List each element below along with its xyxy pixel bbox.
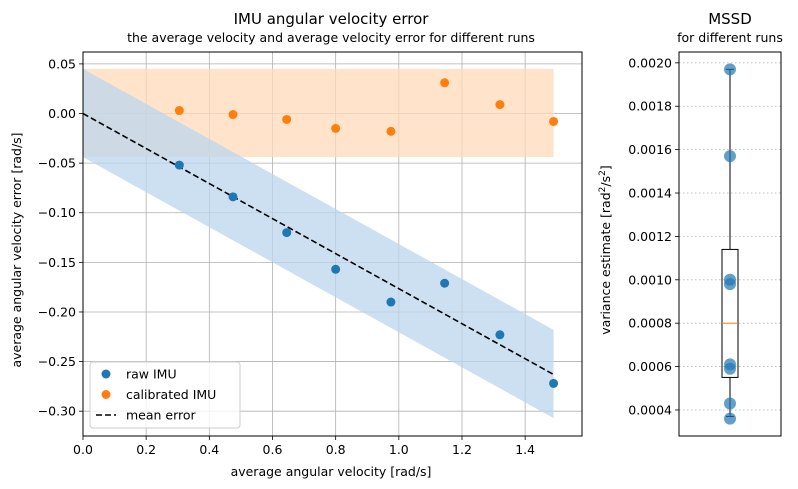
x-tick-label: 1.4 bbox=[515, 442, 535, 457]
scatter-points bbox=[174, 78, 559, 388]
x-tick-label: 0.4 bbox=[199, 442, 219, 457]
raw-imu-point bbox=[174, 160, 184, 170]
x-tick-label: 0.2 bbox=[136, 442, 156, 457]
left-plot-frame bbox=[82, 51, 583, 437]
right-y-tick-label: 0.0014 bbox=[628, 186, 672, 201]
left-x-ticks: 0.0 0.2 0.4 0.6 0.8 1.0 1.2 1.4 bbox=[73, 436, 535, 457]
left-x-axis-label: average angular velocity [rad/s] bbox=[231, 464, 432, 479]
y-tick-label: −0.10 bbox=[38, 205, 76, 220]
variance-points bbox=[724, 63, 736, 425]
left-chart-title: IMU angular velocity error bbox=[234, 10, 430, 28]
right-grid bbox=[679, 62, 781, 411]
right-y-tick-label: 0.0004 bbox=[628, 402, 672, 417]
calibrated-imu-point bbox=[174, 106, 184, 116]
right-y-tick-label: 0.0006 bbox=[628, 359, 672, 374]
legend-label: mean error bbox=[126, 408, 197, 423]
raw-imu-point bbox=[440, 278, 450, 288]
calibrated-imu-point bbox=[228, 110, 238, 120]
left-chart-subtitle: the average velocity and average velocit… bbox=[127, 30, 535, 45]
legend-label: calibrated IMU bbox=[126, 387, 216, 402]
left-y-ticks: 0.05 0.00 −0.05 −0.10 −0.15 −0.20 −0.25 −0.30 bbox=[38, 56, 83, 419]
x-tick-label: 0.8 bbox=[326, 442, 346, 457]
x-tick-label: 1.0 bbox=[389, 442, 409, 457]
right-y-ticks: 0.0020 0.0018 0.0016 0.0014 0.0012 0.0010 0.00… bbox=[628, 55, 679, 417]
variance-point bbox=[724, 150, 736, 163]
right-y-tick-label: 0.0010 bbox=[628, 272, 672, 287]
right-y-label-sup2: 2 bbox=[598, 170, 608, 176]
raw-imu-point bbox=[549, 378, 559, 388]
raw-imu-point bbox=[495, 330, 505, 340]
legend-label: raw IMU bbox=[126, 367, 177, 382]
right-y-tick-label: 0.0018 bbox=[628, 99, 672, 114]
variance-point bbox=[724, 278, 736, 291]
y-tick-label: −0.15 bbox=[38, 255, 76, 270]
x-tick-label: 0.0 bbox=[73, 442, 93, 457]
right-y-axis-label: variance estimate [rad2/s2] bbox=[598, 165, 613, 334]
right-y-label-end: ] bbox=[598, 165, 613, 170]
raw-imu-point bbox=[228, 192, 238, 202]
calibrated-imu-point bbox=[282, 114, 292, 124]
variance-point bbox=[724, 63, 736, 76]
variance-point bbox=[724, 397, 736, 410]
legend-point-marker bbox=[101, 369, 111, 379]
variance-point bbox=[724, 412, 736, 425]
mssd-chart: MSSD for different runs 0.00200.00180.00… bbox=[598, 10, 783, 437]
y-tick-label: −0.30 bbox=[38, 404, 76, 419]
raw-error-band bbox=[83, 68, 554, 419]
y-tick-label: 0.00 bbox=[48, 106, 76, 121]
calibrated-imu-point bbox=[495, 100, 505, 110]
y-tick-label: −0.25 bbox=[38, 354, 76, 369]
y-tick-label: −0.05 bbox=[38, 156, 76, 171]
legend-box bbox=[89, 361, 241, 429]
x-tick-label: 1.2 bbox=[452, 442, 472, 457]
variance-point bbox=[724, 362, 736, 375]
right-y-tick-label: 0.0012 bbox=[628, 229, 672, 244]
legend-point-marker bbox=[101, 390, 111, 399]
right-y-label-mid: /s bbox=[598, 176, 613, 187]
y-tick-label: −0.20 bbox=[38, 304, 76, 319]
raw-imu-point bbox=[331, 264, 341, 274]
y-tick-label: 0.05 bbox=[48, 56, 76, 71]
right-plot-frame bbox=[678, 51, 782, 437]
calibrated-imu-point bbox=[331, 123, 341, 133]
box-iqr bbox=[721, 248, 739, 378]
right-y-label-main: variance estimate [rad bbox=[598, 192, 613, 334]
raw-imu-point bbox=[386, 297, 396, 307]
right-chart-subtitle: for different runs bbox=[677, 30, 783, 45]
legend: raw IMU calibrated IMU mean error bbox=[89, 361, 241, 429]
right-y-tick-label: 0.0016 bbox=[628, 142, 672, 157]
calibrated-imu-point bbox=[549, 116, 559, 126]
right-chart-title: MSSD bbox=[708, 10, 752, 28]
raw-imu-point bbox=[282, 228, 292, 238]
left-y-axis-label: average angular velocity error [rad/s] bbox=[9, 132, 24, 367]
calibrated-imu-point bbox=[440, 78, 450, 88]
right-y-tick-label: 0.0020 bbox=[628, 55, 672, 70]
calibrated-imu-point bbox=[386, 126, 396, 136]
x-tick-label: 0.6 bbox=[263, 442, 283, 457]
velocity-error-chart: IMU angular velocity error the average v… bbox=[9, 10, 583, 479]
error-bands bbox=[83, 68, 554, 419]
right-y-tick-label: 0.0008 bbox=[628, 316, 672, 331]
right-y-label-sup1: 2 bbox=[598, 187, 608, 193]
